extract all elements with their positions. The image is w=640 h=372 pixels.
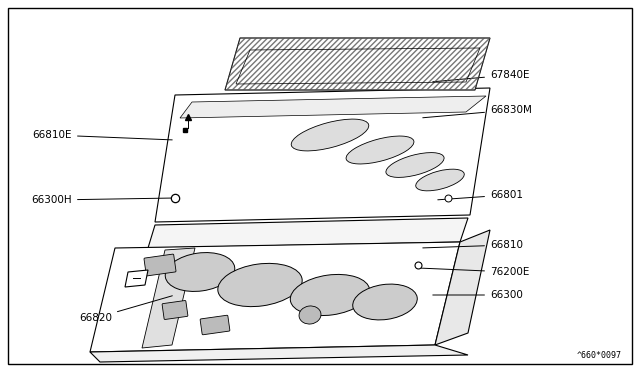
- Text: 66300H: 66300H: [31, 195, 172, 205]
- Text: 66801: 66801: [438, 190, 523, 200]
- Polygon shape: [148, 218, 468, 248]
- FancyBboxPatch shape: [144, 254, 176, 276]
- Text: 67840E: 67840E: [433, 70, 529, 82]
- Polygon shape: [435, 230, 490, 345]
- Polygon shape: [125, 270, 148, 287]
- Ellipse shape: [346, 136, 414, 164]
- Ellipse shape: [416, 169, 464, 191]
- Text: 76200E: 76200E: [420, 267, 529, 277]
- Ellipse shape: [386, 153, 444, 177]
- Ellipse shape: [291, 275, 370, 315]
- Polygon shape: [225, 38, 490, 90]
- Polygon shape: [90, 345, 468, 362]
- Ellipse shape: [353, 284, 417, 320]
- Text: 66810E: 66810E: [33, 130, 172, 140]
- Text: 66820: 66820: [79, 296, 172, 323]
- Text: 66810: 66810: [423, 240, 523, 250]
- FancyBboxPatch shape: [200, 315, 230, 335]
- Ellipse shape: [165, 253, 235, 291]
- Polygon shape: [180, 96, 486, 118]
- Polygon shape: [142, 248, 195, 348]
- Ellipse shape: [218, 263, 302, 307]
- FancyBboxPatch shape: [162, 301, 188, 320]
- Ellipse shape: [299, 306, 321, 324]
- Polygon shape: [90, 242, 460, 352]
- Text: 66830M: 66830M: [423, 105, 532, 118]
- Polygon shape: [155, 88, 490, 222]
- Text: ^660*0097: ^660*0097: [577, 351, 622, 360]
- Ellipse shape: [291, 119, 369, 151]
- Text: 66300: 66300: [433, 290, 523, 300]
